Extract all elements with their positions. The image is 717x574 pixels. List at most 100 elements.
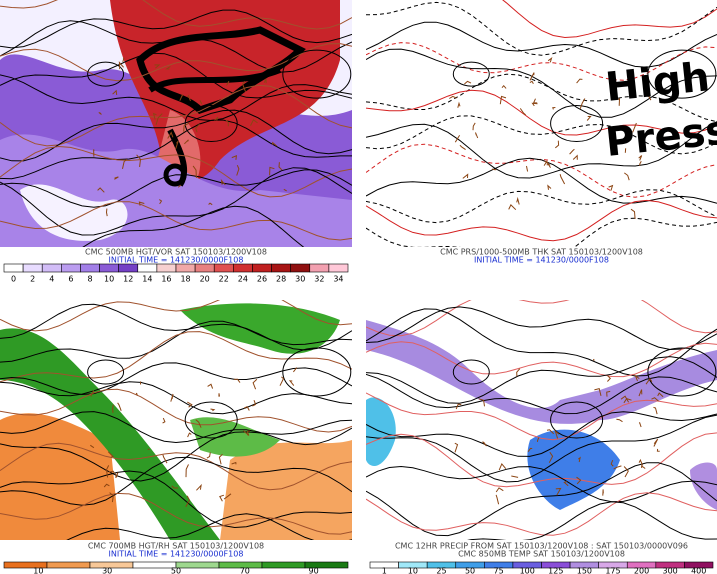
coastline: [195, 123, 200, 133]
coastline: [482, 441, 487, 447]
coastline: [641, 464, 646, 469]
coastline: [171, 485, 178, 489]
coastline: [195, 419, 202, 428]
contour: [0, 20, 352, 73]
colorbar-cell: [99, 263, 119, 273]
coastline: [547, 57, 553, 63]
coastline: [136, 154, 142, 167]
colorbar-cell: [290, 263, 311, 273]
coastline: [105, 465, 110, 478]
colorbar-label: 90: [309, 567, 319, 574]
coastline: [210, 408, 216, 412]
coastline: [152, 112, 157, 120]
coastline: [214, 116, 219, 121]
coastline: [206, 452, 211, 459]
coastline: [187, 94, 191, 102]
colorbar-cell: [252, 263, 272, 273]
coastline: [449, 95, 457, 99]
coastline: [90, 444, 95, 449]
coastline: [218, 453, 223, 465]
colorbar-label: 2: [30, 275, 35, 284]
coastline: [199, 100, 203, 105]
colorbar-cell: [304, 561, 349, 569]
coastline: [175, 140, 179, 150]
coastline: [475, 132, 479, 139]
map-500mb: [0, 0, 352, 247]
contour: [366, 21, 717, 68]
coastline: [162, 417, 166, 424]
coastline: [638, 458, 644, 466]
contour: [366, 48, 717, 118]
colorbar-label: 4: [49, 275, 54, 284]
colorbar-cell: [175, 263, 196, 273]
coastline: [554, 140, 560, 149]
contour: [0, 442, 352, 491]
contour: [366, 373, 717, 415]
contour: [366, 306, 717, 351]
contour: [366, 42, 717, 81]
contour: [0, 43, 352, 82]
coastline: [250, 119, 258, 126]
coastline: [547, 184, 552, 190]
contour: [366, 121, 717, 179]
colorbar-label: 150: [577, 567, 592, 574]
coastline: [602, 489, 604, 496]
contour: [366, 199, 717, 242]
colorbar-label: 0: [11, 275, 16, 284]
colorbar-cell: [118, 263, 139, 273]
coastline: [93, 149, 95, 157]
coastline: [283, 188, 287, 192]
coastline: [279, 376, 285, 386]
colorbar-label: 18: [180, 275, 190, 284]
coastline: [579, 98, 586, 109]
contour-group: [366, 300, 717, 540]
coastline: [634, 374, 640, 382]
coastline: [219, 494, 225, 502]
coastline: [187, 401, 193, 408]
coastline: [243, 406, 250, 411]
coastline: [252, 378, 258, 390]
coastline: [472, 122, 476, 131]
coastline: [293, 367, 298, 373]
coastline: [97, 187, 105, 193]
coastline: [185, 464, 189, 478]
coastline: [616, 418, 623, 423]
colorbar-label: 50: [171, 567, 181, 574]
closed-contour: [550, 105, 604, 142]
colorbar-label: 10: [33, 567, 43, 574]
coastline: [269, 166, 275, 176]
coastline: [170, 393, 174, 402]
coastline: [233, 378, 241, 383]
contour: [366, 115, 717, 155]
coastline: [218, 393, 220, 397]
coastline: [223, 493, 232, 500]
coastline: [90, 390, 95, 397]
coastline: [532, 98, 538, 104]
coastline: [109, 492, 114, 503]
closed-contour: [282, 49, 352, 99]
coastline: [462, 173, 469, 179]
coastline: [138, 201, 145, 206]
coastline: [548, 451, 554, 463]
coastline: [606, 390, 611, 397]
map-700mb: [0, 300, 352, 540]
colorbar-label: 75: [494, 567, 504, 574]
coastline: [623, 466, 629, 478]
coastline: [501, 84, 507, 89]
contour: [0, 9, 352, 49]
coastline: [220, 178, 226, 186]
coastline: [656, 448, 660, 452]
colorbar-cell: [271, 263, 291, 273]
closed-contour: [647, 347, 717, 397]
caption: CMC PRS/1000-500MB THK SAT 150103/1200V1…: [440, 248, 643, 257]
coastline: [495, 494, 500, 505]
coastline: [236, 165, 240, 176]
coastline: [288, 380, 295, 386]
coastline: [459, 144, 466, 151]
caption: CMC 12HR PRECIP FROM SAT 150103/1200V108…: [395, 542, 688, 551]
colorbar-label: 300: [662, 567, 677, 574]
contour: [0, 381, 352, 415]
contour: [0, 109, 352, 162]
coastline: [554, 429, 560, 439]
